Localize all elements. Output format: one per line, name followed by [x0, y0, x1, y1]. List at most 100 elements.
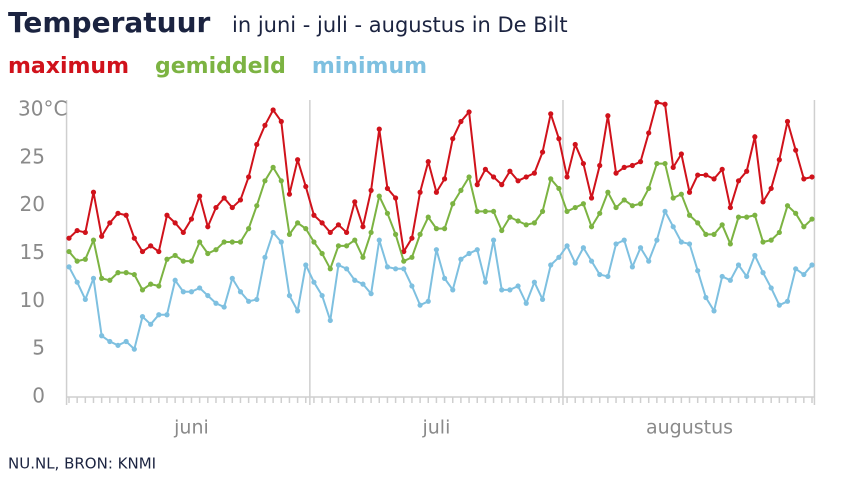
- data-point: [327, 266, 333, 272]
- data-point: [384, 185, 391, 192]
- data-point: [246, 174, 252, 180]
- data-point: [662, 160, 668, 167]
- data-point: [270, 164, 276, 170]
- data-point: [376, 126, 382, 132]
- data-point: [392, 266, 399, 272]
- data-point: [670, 224, 676, 230]
- data-point: [319, 250, 325, 257]
- data-point: [148, 321, 154, 327]
- data-point: [580, 245, 586, 251]
- data-point: [286, 292, 293, 299]
- data-point: [515, 178, 521, 184]
- data-point: [180, 258, 186, 264]
- data-point: [139, 287, 146, 293]
- data-point: [360, 224, 366, 230]
- data-point: [188, 289, 195, 295]
- data-point: [703, 172, 709, 178]
- data-point: [588, 224, 595, 230]
- data-point: [727, 204, 733, 211]
- data-point: [188, 258, 195, 264]
- data-point: [678, 239, 684, 245]
- data-point: [646, 130, 652, 136]
- data-point: [499, 227, 505, 234]
- data-point: [556, 185, 562, 192]
- data-point: [474, 247, 480, 253]
- data-point: [262, 178, 268, 184]
- data-point: [74, 227, 80, 234]
- data-point: [164, 256, 170, 262]
- data-point: [246, 226, 252, 232]
- data-point: [90, 275, 97, 281]
- data-point: [278, 178, 284, 184]
- data-point: [409, 283, 415, 289]
- data-point: [450, 287, 456, 293]
- data-point: [433, 189, 440, 195]
- source: NU.NL, BRON: KNMI: [8, 455, 156, 473]
- data-point: [629, 264, 635, 270]
- data-point: [507, 214, 513, 220]
- data-point: [401, 258, 407, 264]
- data-point: [115, 342, 121, 348]
- data-point: [409, 235, 415, 241]
- data-point: [327, 317, 333, 324]
- data-point: [376, 193, 382, 199]
- data-point: [246, 298, 252, 304]
- legend-entry: minimum: [312, 54, 427, 79]
- data-point: [605, 273, 611, 280]
- data-point: [384, 210, 391, 216]
- data-point: [507, 287, 513, 293]
- data-point: [507, 168, 513, 174]
- data-point: [572, 204, 578, 211]
- data-point: [768, 237, 774, 243]
- legend-entry: gemiddeld: [155, 54, 286, 79]
- data-point: [793, 210, 799, 216]
- data-point: [278, 239, 284, 245]
- data-point: [139, 248, 146, 255]
- data-point: [654, 99, 660, 105]
- data-point: [319, 292, 325, 299]
- data-point: [760, 270, 766, 276]
- y-tick-label: 30°C: [18, 97, 67, 121]
- data-point: [793, 147, 799, 153]
- data-point: [735, 214, 742, 220]
- data-point: [295, 220, 301, 226]
- data-point: [213, 247, 219, 253]
- data-point: [352, 199, 358, 205]
- data-point: [66, 248, 72, 255]
- data-point: [197, 239, 203, 245]
- data-point: [613, 204, 619, 211]
- data-point: [425, 159, 431, 165]
- data-point: [482, 279, 489, 285]
- data-point: [482, 208, 489, 215]
- data-point: [539, 149, 546, 155]
- data-point: [303, 183, 309, 190]
- data-point: [197, 285, 203, 291]
- data-point: [515, 218, 521, 224]
- data-point: [180, 289, 186, 295]
- data-point: [229, 275, 235, 281]
- data-point: [295, 308, 301, 314]
- x-tick-label: augustus: [646, 417, 733, 439]
- data-point: [662, 101, 668, 107]
- data-point: [588, 258, 595, 264]
- x-tick-label: juli: [421, 417, 450, 439]
- data-point: [776, 229, 782, 236]
- data-point: [433, 247, 440, 253]
- data-point: [164, 312, 170, 318]
- data-point: [311, 279, 317, 285]
- data-point: [678, 151, 684, 157]
- data-point: [580, 201, 586, 207]
- data-point: [499, 182, 505, 188]
- data-point: [262, 254, 268, 260]
- data-point: [172, 277, 178, 283]
- legend-entry: maximum: [8, 54, 129, 79]
- data-point: [368, 229, 374, 236]
- data-point: [82, 296, 88, 303]
- data-point: [474, 208, 480, 215]
- series-line: [68, 210, 813, 351]
- data-point: [752, 212, 758, 218]
- data-point: [719, 222, 725, 228]
- data-point: [172, 252, 178, 259]
- data-point: [425, 214, 431, 220]
